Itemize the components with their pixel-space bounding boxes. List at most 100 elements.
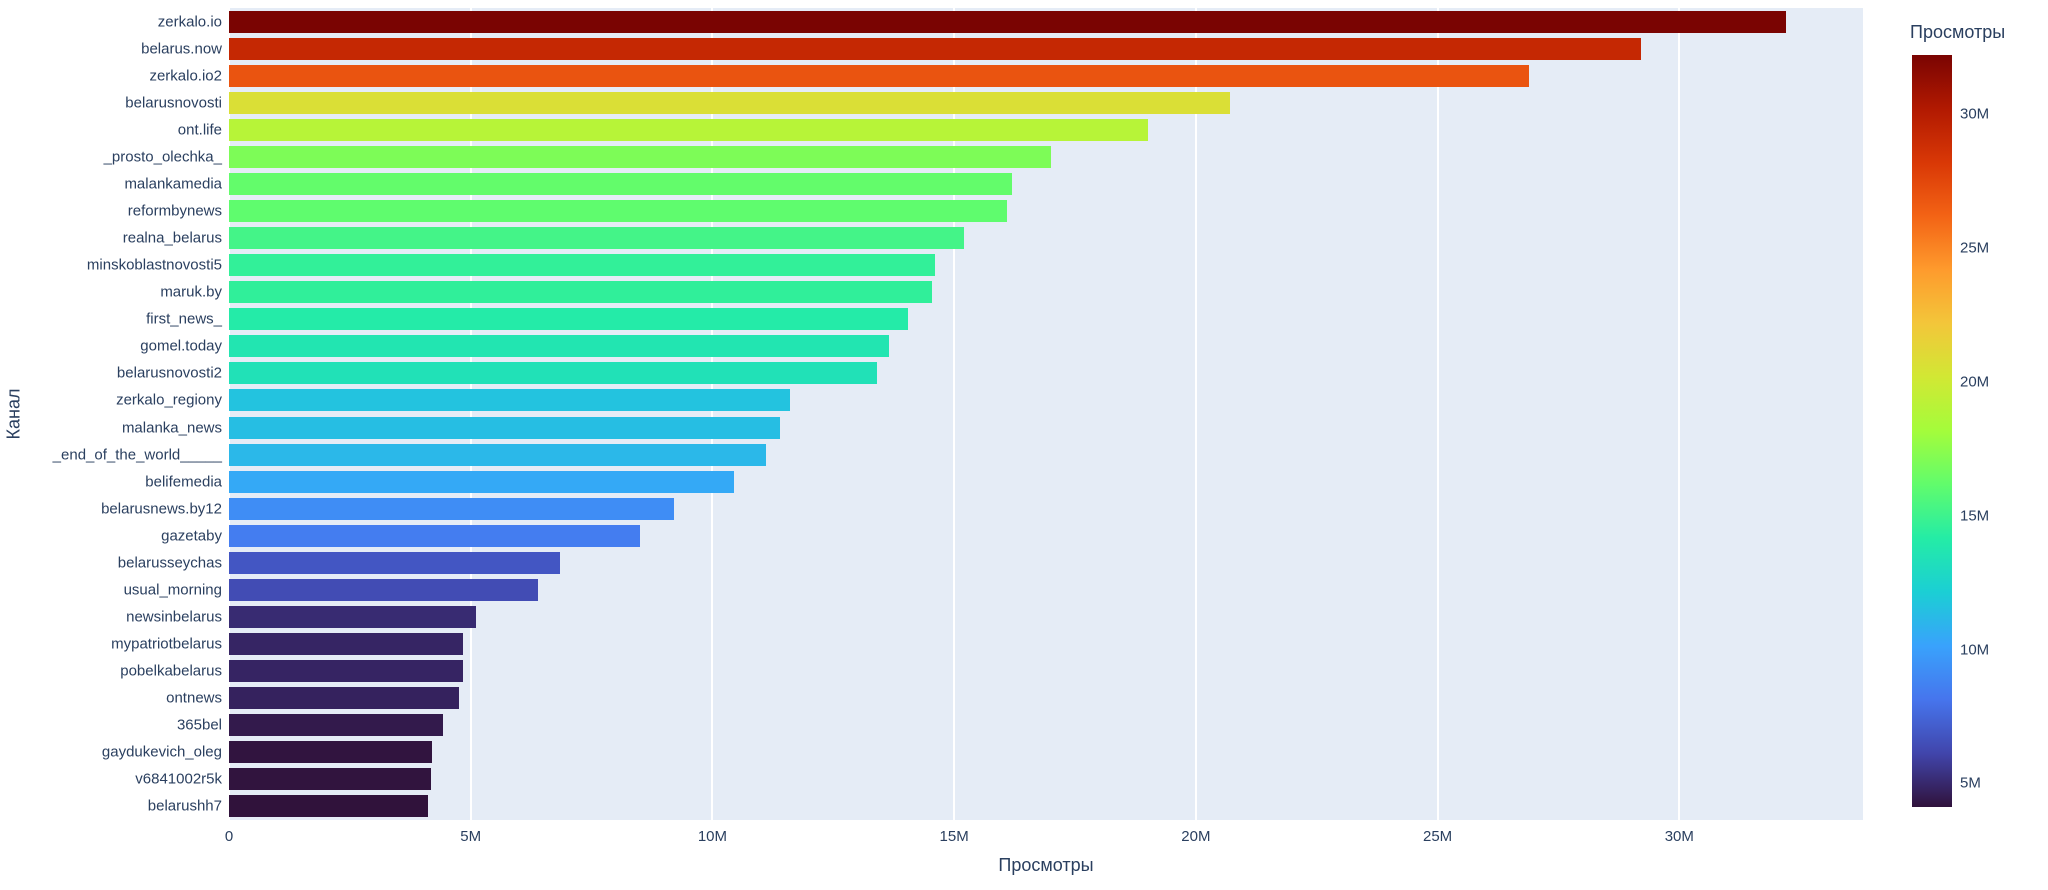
bar-malanka_news[interactable] xyxy=(229,416,781,439)
bar-maruk.by[interactable] xyxy=(229,281,933,304)
row-zerkalo_regiony: zerkalo_regiony xyxy=(116,387,1863,414)
row-belarus.now: belarus.now xyxy=(141,35,1863,62)
bar-_end_of_the_world_____[interactable] xyxy=(229,443,766,466)
row-ont.life: ont.life xyxy=(178,116,1863,143)
bar-reformbynews[interactable] xyxy=(229,199,1008,222)
x-tick-label: 5M xyxy=(460,828,482,845)
bar-gazetaby[interactable] xyxy=(229,524,640,547)
y-tick-label: first_news_ xyxy=(146,310,222,328)
gridline-30M xyxy=(1678,8,1681,820)
row-gaydukevich_oleg: gaydukevich_oleg xyxy=(102,739,1863,766)
y-tick-label: malankamedia xyxy=(124,175,222,193)
bar-first_news_[interactable] xyxy=(229,308,909,331)
bar-belarusseychas[interactable] xyxy=(229,551,561,574)
y-tick-label: belarusseychas xyxy=(117,554,222,572)
row-ontnews: ontnews xyxy=(166,685,1863,712)
y-tick-label: v6841002r5k xyxy=(135,770,222,788)
row-reformbynews: reformbynews xyxy=(128,197,1863,224)
row-_end_of_the_world_____: _end_of_the_world_____ xyxy=(53,441,1863,468)
bar-realna_belarus[interactable] xyxy=(229,227,964,250)
bar-malankamedia[interactable] xyxy=(229,172,1013,195)
y-tick-label: zerkalo_regiony xyxy=(116,391,222,409)
row-first_news_: first_news_ xyxy=(146,306,1863,333)
y-tick-label: zerkalo.io2 xyxy=(149,67,222,85)
y-tick-label: usual_morning xyxy=(123,581,222,599)
row-zerkalo.io2: zerkalo.io2 xyxy=(149,62,1863,89)
colorbar xyxy=(1912,55,1952,807)
row-malanka_news: malanka_news xyxy=(122,414,1863,441)
row-_prosto_olechka_: _prosto_olechka_ xyxy=(104,143,1863,170)
bar-gaydukevich_oleg[interactable] xyxy=(229,741,433,764)
row-belarusnovosti: belarusnovosti xyxy=(125,89,1863,116)
row-malankamedia: malankamedia xyxy=(124,170,1863,197)
y-tick-label: realna_belarus xyxy=(122,229,222,247)
bar-zerkalo.io2[interactable] xyxy=(229,64,1530,87)
bar-belarushh7[interactable] xyxy=(229,795,429,818)
x-tick-label: 10M xyxy=(697,828,728,845)
bar-zerkalo_regiony[interactable] xyxy=(229,389,790,412)
gridline-15M xyxy=(953,8,956,820)
row-gazetaby: gazetaby xyxy=(161,522,1863,549)
x-tick-label: 30M xyxy=(1664,828,1694,845)
colorbar-tick-label: 15M xyxy=(1960,507,1990,525)
gridline-10M xyxy=(711,8,714,820)
row-minskoblastnovosti5: minskoblastnovosti5 xyxy=(87,252,1863,279)
row-belarusnews.by12: belarusnews.by12 xyxy=(101,495,1863,522)
colorbar-title: Просмотры xyxy=(1910,22,2006,42)
y-tick-label: zerkalo.io xyxy=(157,13,222,31)
row-belarushh7: belarushh7 xyxy=(148,793,1863,820)
x-tick-label: 15M xyxy=(939,828,969,845)
bar-ontnews[interactable] xyxy=(229,687,459,710)
colorbar-tick-label: 5M xyxy=(1960,774,1981,792)
y-tick-label: maruk.by xyxy=(160,283,222,301)
gridline-0 xyxy=(228,8,230,820)
y-tick-label: gazetaby xyxy=(161,527,222,545)
bar-belarusnovosti[interactable] xyxy=(229,91,1230,114)
y-tick-label: gaydukevich_oleg xyxy=(101,743,222,761)
y-tick-label: _end_of_the_world_____ xyxy=(52,446,222,464)
row-belifemedia: belifemedia xyxy=(145,468,1863,495)
x-tick-label: 0 xyxy=(224,828,234,845)
bar-usual_morning[interactable] xyxy=(229,578,539,601)
plot-area[interactable]: zerkalo.io belarus.now zerkalo.io2 belarusn… xyxy=(53,8,1863,820)
x-tick-label: 20M xyxy=(1181,828,1211,845)
y-tick-label: _prosto_olechka_ xyxy=(103,148,222,166)
row-v6841002r5k: v6841002r5k xyxy=(135,766,1863,793)
colorbar-tick-label: 25M xyxy=(1960,239,1990,257)
bar-v6841002r5k[interactable] xyxy=(229,768,432,791)
bar-belarusnews.by12[interactable] xyxy=(229,497,674,520)
bar-newsinbelarus[interactable] xyxy=(229,605,476,628)
bar-zerkalo.io[interactable] xyxy=(229,10,1786,33)
bar-gomel.today[interactable] xyxy=(229,335,889,358)
gridline-20M xyxy=(1194,8,1197,820)
y-tick-label: belarus.now xyxy=(141,40,222,58)
row-gomel.today: gomel.today xyxy=(140,333,1863,360)
x-axis-title: Просмотры xyxy=(998,855,1094,875)
bar-belarusnovosti2[interactable] xyxy=(229,362,877,385)
y-tick-label: minskoblastnovosti5 xyxy=(86,256,222,274)
row-belarusnovosti2: belarusnovosti2 xyxy=(117,360,1863,387)
y-tick-label: belifemedia xyxy=(145,473,222,491)
bar-_prosto_olechka_[interactable] xyxy=(229,145,1051,168)
bar-mypatriotbelarus[interactable] xyxy=(229,633,464,656)
y-tick-label: reformbynews xyxy=(127,202,222,220)
y-tick-label: ontnews xyxy=(166,689,222,707)
y-tick-label: belarusnews.by12 xyxy=(101,500,222,518)
y-tick-label: belarushh7 xyxy=(147,797,222,815)
y-tick-label: newsinbelarus xyxy=(126,608,222,626)
row-365bel: 365bel xyxy=(177,712,1863,739)
row-mypatriotbelarus: mypatriotbelarus xyxy=(111,631,1863,658)
bar-pobelkabelarus[interactable] xyxy=(229,660,463,683)
bar-365bel[interactable] xyxy=(229,714,444,737)
y-tick-label: ont.life xyxy=(177,121,222,139)
row-maruk.by: maruk.by xyxy=(160,279,1863,306)
bar-belarus.now[interactable] xyxy=(229,37,1641,60)
bar-minskoblastnovosti5[interactable] xyxy=(229,254,935,277)
gridline-25M xyxy=(1436,8,1439,820)
row-zerkalo.io: zerkalo.io xyxy=(158,8,1863,35)
row-usual_morning: usual_morning xyxy=(124,576,1863,603)
bar-ont.life[interactable] xyxy=(229,118,1148,141)
bar-belifemedia[interactable] xyxy=(229,470,735,493)
y-tick-label: 365bel xyxy=(176,716,222,734)
